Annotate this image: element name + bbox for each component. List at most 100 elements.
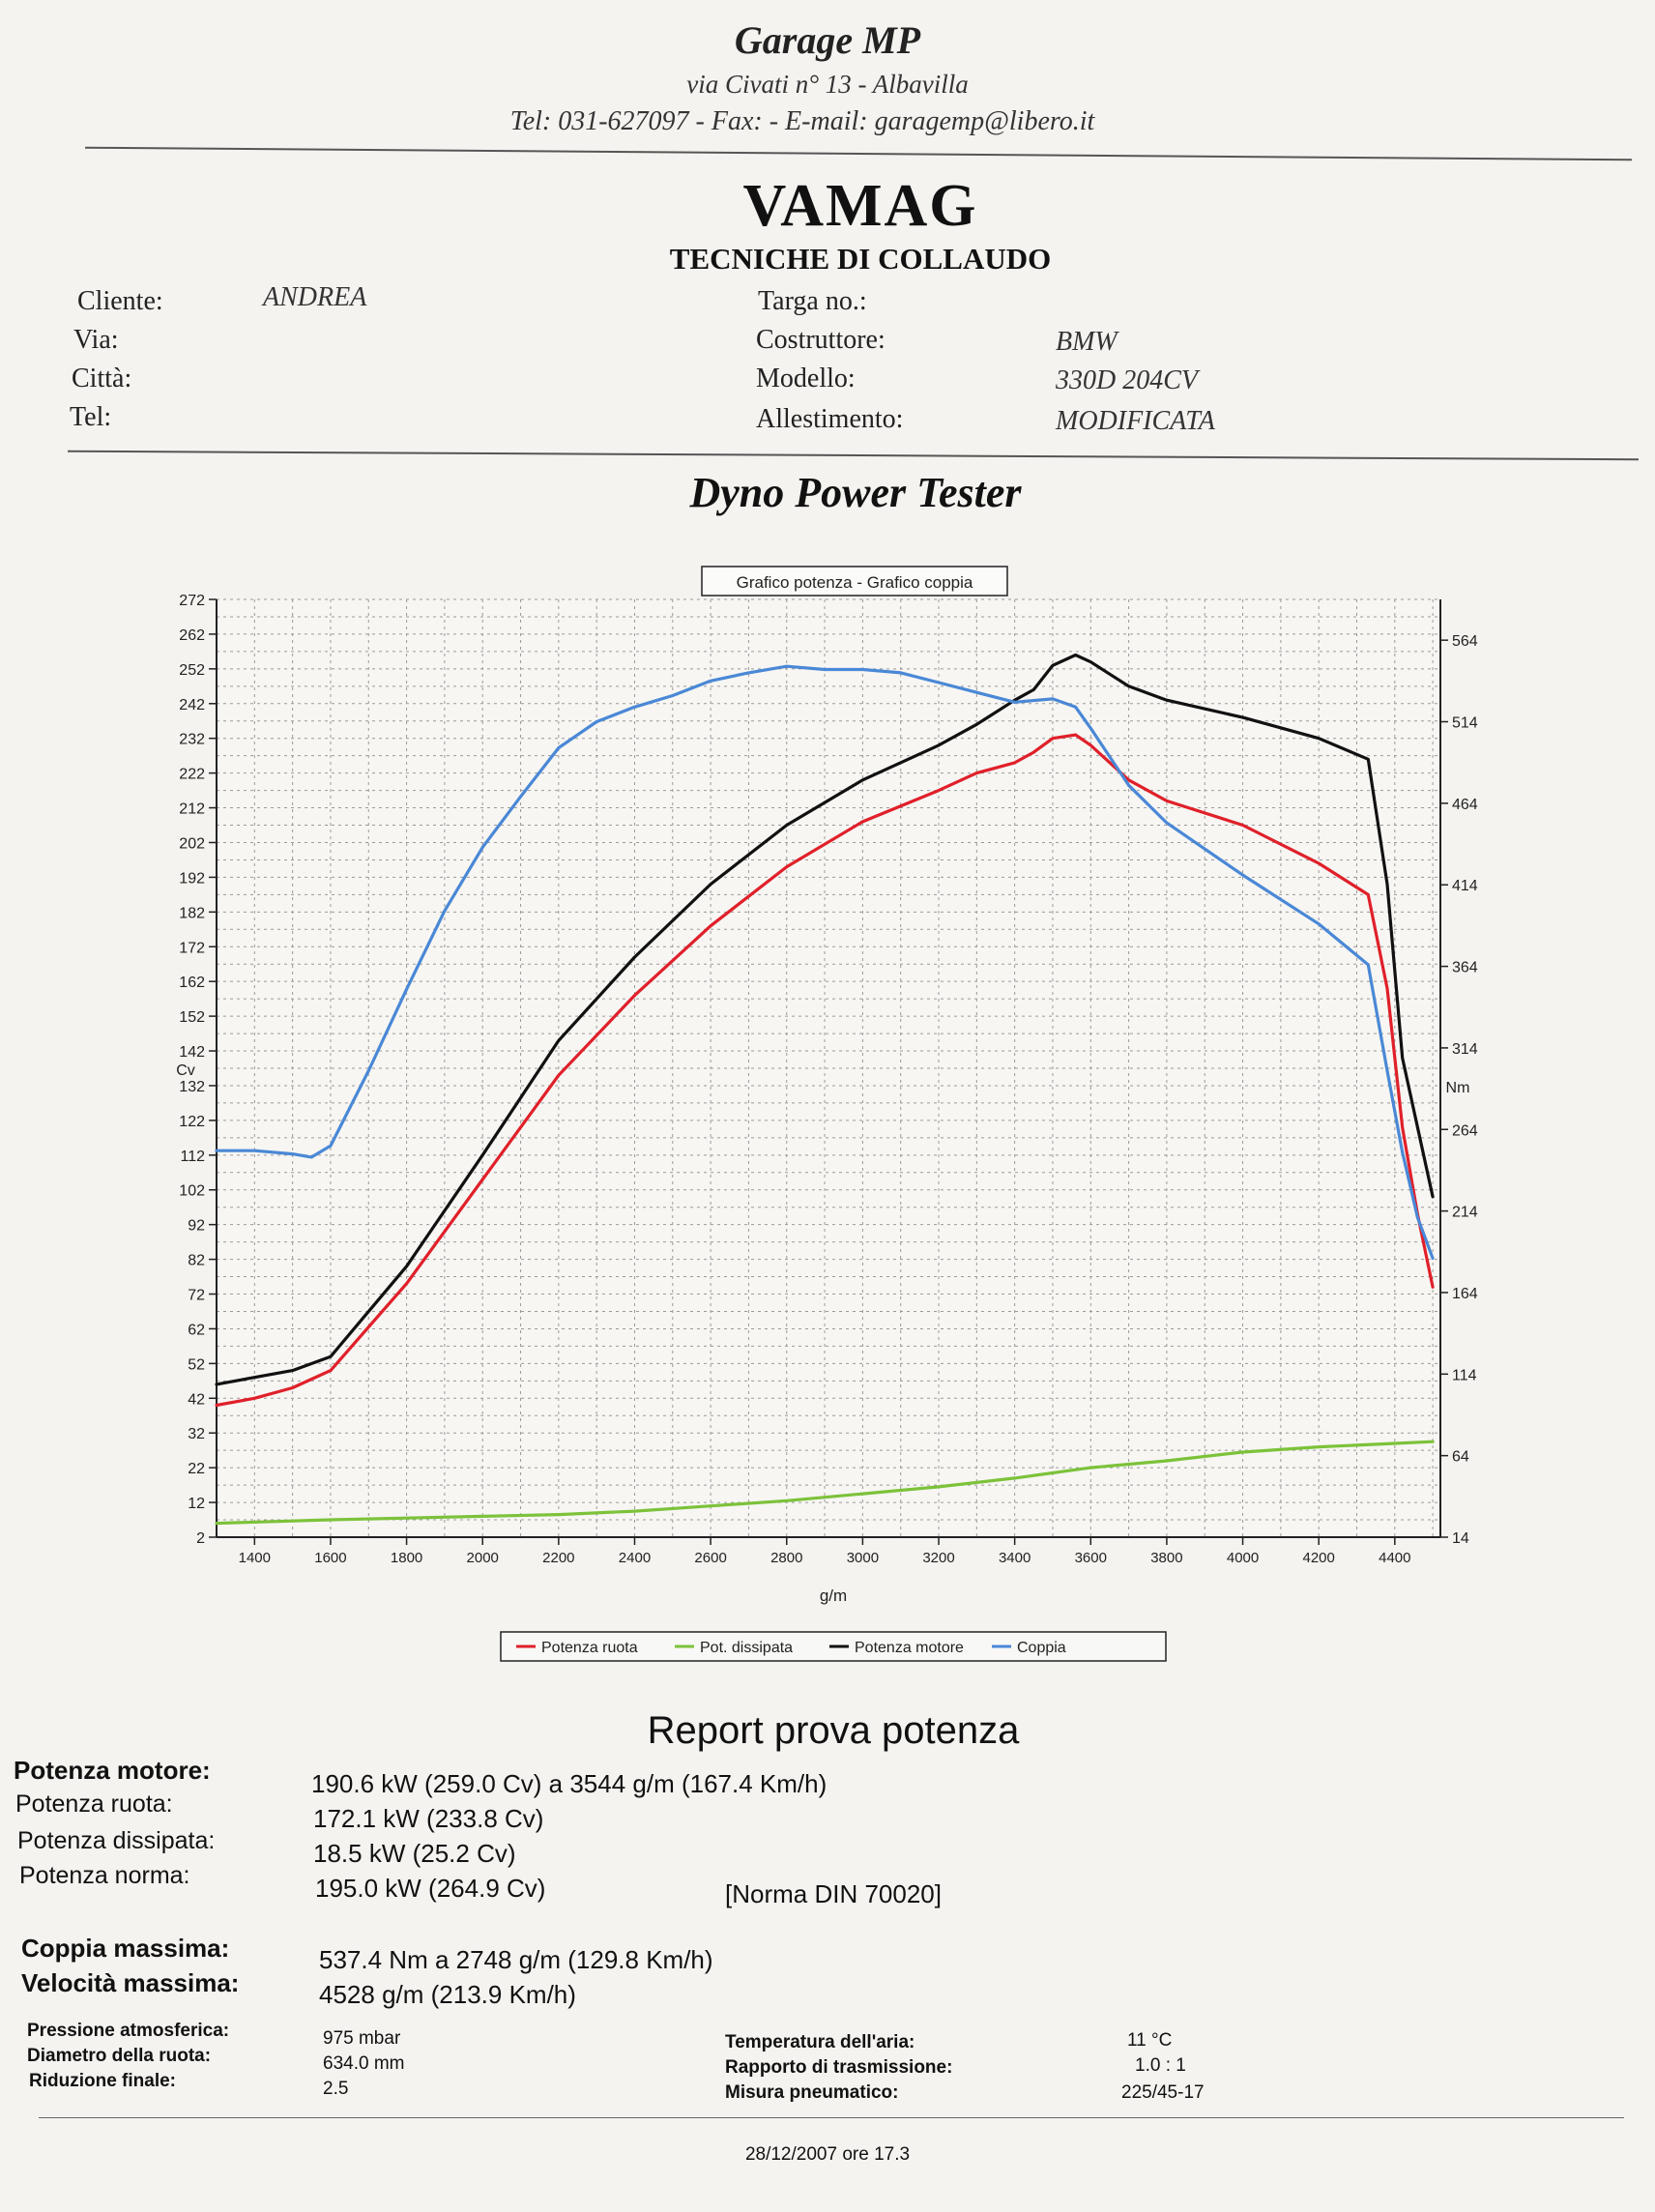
legend-label: Pot. dissipata [700,1640,793,1656]
y-left-tick-label: 192 [179,870,205,887]
y-right-tick-label: 64 [1452,1449,1469,1466]
x-tick-label: 4000 [1227,1550,1259,1566]
potenza-dissipata-label: Potenza dissipata: [17,1827,216,1854]
allestimento-value: MODIFICATA [1056,406,1215,436]
y-right-tick-label: 214 [1452,1205,1478,1221]
series-line-potenza-motore [215,653,1435,1386]
y-left-tick-label: 22 [188,1461,205,1477]
riduzione-label: Riduzione finale: [29,2071,176,2091]
garage-contacts: Tel: 031-627097 - Fax: - E-mail: garagem… [509,106,1095,136]
y-right-tick-label: 564 [1452,633,1478,650]
y-right-tick-label: 164 [1452,1286,1478,1302]
costruttore-label: Costruttore: [756,325,886,355]
y-left-tick-label: 42 [188,1391,205,1408]
diametro-value: 634.0 mm [323,2053,405,2074]
y-left-tick-label: 212 [179,801,205,818]
potenza-norma-value: 195.0 kW (264.9 Cv) [315,1874,546,1903]
diametro-label: Diametro della ruota: [27,2046,212,2066]
x-tick-label: 2400 [619,1550,651,1566]
legend-label: Potenza ruota [541,1640,638,1656]
y-right-tick-label: 414 [1452,878,1478,894]
coppia-massima-value: 537.4 Nm a 2748 g/m (129.8 Km/h) [319,1945,713,1974]
y-left-tick-label: 232 [179,732,205,748]
y-left-tick-label: 172 [179,940,205,956]
y-right-tick-label: 464 [1452,797,1478,813]
dyno-title: Dyno Power Tester [689,469,1022,516]
velocita-massima-value: 4528 g/m (213.9 Km/h) [319,1980,576,2009]
y-left-tick-label: 102 [179,1183,205,1200]
y-left-tick-label: 32 [188,1426,205,1442]
tel-label: Tel: [70,402,112,432]
pneumatico-label: Misura pneumatico: [725,2082,899,2103]
pressione-value: 975 mbar [323,2028,401,2049]
y-right-tick-label: 364 [1452,960,1478,976]
divider [39,2117,1624,2118]
y-left-tick-label: 82 [188,1253,205,1269]
potenza-ruota-label: Potenza ruota: [15,1790,173,1818]
x-tick-label: 2600 [694,1550,726,1566]
y-right-axis-label: Nm [1446,1080,1470,1096]
y-left-tick-label: 2 [196,1530,205,1547]
potenza-motore-value: 190.6 kW (259.0 Cv) a 3544 g/m (167.4 Km… [311,1769,828,1798]
chart-title: Grafico potenza - Grafico coppia [737,573,973,592]
y-left-tick-label: 252 [179,662,205,679]
chart-title-box [701,566,1008,597]
legend-label: Coppia [1017,1640,1066,1656]
targa-label: Targa no.: [758,286,867,316]
x-tick-label: 3200 [922,1550,954,1566]
cliente-label: Cliente: [77,286,163,316]
y-left-tick-label: 142 [179,1044,205,1061]
y-left-tick-label: 242 [179,697,205,713]
x-tick-label: 4200 [1302,1550,1334,1566]
rapporto-label: Rapporto di trasmissione: [725,2057,953,2078]
x-tick-label: 2200 [542,1550,574,1566]
series-line-pot-dissipata [215,1440,1435,1526]
divider [85,146,1632,161]
x-tick-label: 3400 [999,1550,1031,1566]
y-left-tick-label: 272 [179,593,205,609]
brand-title: VAMAG [742,173,978,239]
y-right-tick-label: 514 [1452,715,1478,732]
pneumatico-value: 225/45-17 [1121,2082,1205,2103]
y-left-tick-label: 112 [180,1149,205,1165]
x-tick-label: 1400 [239,1550,271,1566]
citta-label: Città: [72,364,132,393]
report-title: Report prova potenza [647,1709,1020,1752]
potenza-norma-label: Potenza norma: [19,1862,190,1889]
y-right-tick-label: 264 [1452,1122,1478,1139]
via-label: Via: [73,325,119,355]
rapporto-value: 1.0 : 1 [1135,2055,1186,2076]
pressione-label: Pressione atmosferica: [27,2021,230,2041]
garage-name: Garage MP [734,18,921,62]
y-left-tick-label: 92 [188,1218,205,1235]
brand-subtitle: TECNICHE DI COLLAUDO [669,242,1052,276]
riduzione-value: 2.5 [323,2079,349,2099]
y-left-tick-label: 182 [179,905,205,921]
y-left-tick-label: 262 [179,627,205,644]
potenza-dissipata-value: 18.5 kW (25.2 Cv) [313,1839,516,1868]
x-axis-label: g/m [820,1586,847,1605]
y-left-tick-label: 72 [188,1288,205,1304]
costruttore-value: BMW [1056,327,1118,357]
x-tick-label: 3800 [1150,1550,1182,1566]
modello-value: 330D 204CV [1056,365,1198,395]
y-left-tick-label: 62 [188,1322,205,1338]
y-left-tick-label: 162 [179,975,205,991]
velocita-massima-label: Velocità massima: [21,1968,240,1997]
y-left-tick-label: 222 [179,767,205,783]
garage-address: via Civati n° 13 - Albavilla [686,70,969,99]
report-date: 28/12/2007 ore 17.3 [744,2144,911,2165]
y-left-tick-label: 202 [179,835,205,852]
potenza-ruota-value: 172.1 kW (233.8 Cv) [313,1804,544,1833]
temperatura-value: 11 °C [1127,2030,1173,2051]
allestimento-label: Allestimento: [756,404,904,434]
series-line-potenza-ruota [215,733,1435,1408]
y-left-tick-label: 52 [188,1356,205,1373]
y-left-tick-label: 12 [188,1496,205,1512]
y-left-axis-label: Cv [176,1062,195,1079]
x-tick-label: 2800 [770,1550,802,1566]
y-right-tick-label: 114 [1452,1367,1477,1383]
divider [68,450,1639,461]
modello-label: Modello: [756,364,856,393]
